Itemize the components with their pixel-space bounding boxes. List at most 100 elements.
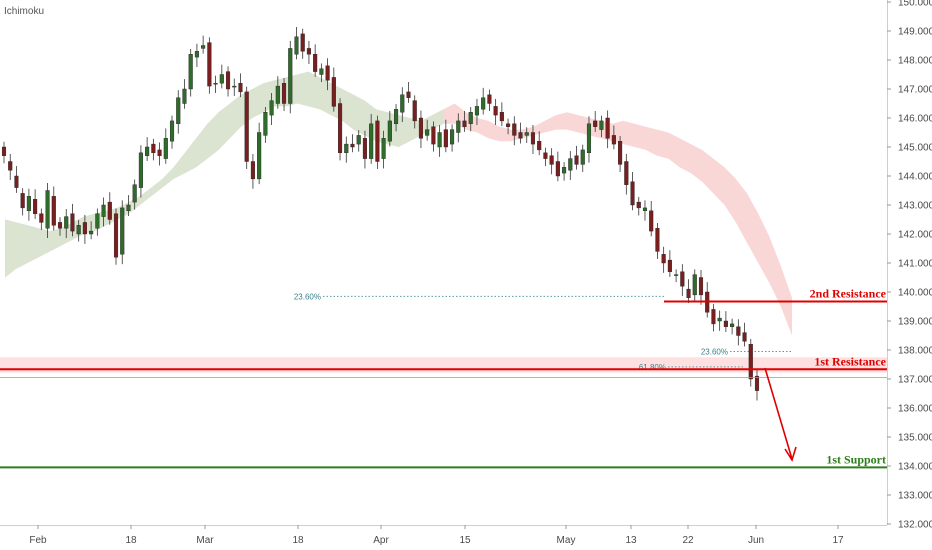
candle-body[interactable] — [26, 196, 31, 212]
candle-body[interactable] — [362, 138, 367, 159]
candle-body[interactable] — [39, 213, 44, 223]
candle-body[interactable] — [493, 106, 498, 116]
candle-body[interactable] — [57, 222, 63, 229]
candle-body[interactable] — [337, 103, 343, 153]
candle-body[interactable] — [14, 175, 19, 188]
candle-body[interactable] — [325, 65, 330, 81]
candle-body[interactable] — [45, 190, 50, 229]
candle-body[interactable] — [344, 143, 349, 154]
candle-body[interactable] — [219, 74, 224, 84]
candle-body[interactable] — [468, 111, 473, 124]
candle-body[interactable] — [157, 149, 162, 156]
candle-body[interactable] — [275, 85, 280, 104]
time-axis-panel[interactable] — [0, 525, 932, 550]
candle-body[interactable] — [605, 117, 610, 139]
candle-body[interactable] — [288, 48, 293, 104]
candle-body[interactable] — [51, 196, 56, 226]
candlestick-series[interactable] — [1, 26, 760, 401]
candle-body[interactable] — [269, 100, 274, 116]
candle-body[interactable] — [593, 120, 598, 127]
candle-body[interactable] — [176, 97, 181, 124]
candle-body[interactable] — [655, 227, 660, 252]
candle-body[interactable] — [400, 94, 405, 113]
candle-body[interactable] — [201, 45, 206, 49]
candle-body[interactable] — [356, 135, 361, 145]
candle-body[interactable] — [462, 120, 467, 127]
candle-body[interactable] — [313, 54, 318, 72]
candle-body[interactable] — [132, 184, 137, 203]
candle-body[interactable] — [649, 210, 654, 232]
candle-body[interactable] — [630, 181, 635, 206]
candle-body[interactable] — [624, 161, 629, 185]
candle-body[interactable] — [580, 149, 585, 165]
candle-body[interactable] — [730, 323, 735, 327]
candle-body[interactable] — [474, 106, 480, 116]
candle-body[interactable] — [120, 207, 125, 255]
candle-body[interactable] — [238, 82, 243, 93]
candle-body[interactable] — [138, 152, 143, 188]
candle-body[interactable] — [1, 146, 7, 156]
candle-body[interactable] — [406, 91, 411, 98]
candle-body[interactable] — [375, 120, 380, 162]
candle-body[interactable] — [412, 100, 417, 122]
candle-body[interactable] — [748, 344, 753, 380]
candle-body[interactable] — [518, 132, 523, 139]
candle-body[interactable] — [549, 155, 554, 165]
candle-body[interactable] — [194, 51, 199, 58]
price-axis-panel[interactable] — [887, 0, 932, 550]
candle-body[interactable] — [89, 230, 94, 235]
candle-body[interactable] — [524, 132, 529, 136]
candle-body[interactable] — [113, 213, 119, 258]
candle-body[interactable] — [8, 161, 13, 171]
candle-body[interactable] — [394, 109, 399, 125]
candle-body[interactable] — [263, 111, 268, 136]
candle-body[interactable] — [188, 54, 193, 90]
candle-body[interactable] — [698, 277, 704, 296]
candle-body[interactable] — [543, 152, 548, 159]
candle-body[interactable] — [169, 120, 175, 142]
candle-body[interactable] — [506, 123, 511, 127]
candle-body[interactable] — [101, 204, 106, 217]
candle-body[interactable] — [70, 213, 75, 232]
candle-body[interactable] — [686, 288, 691, 299]
candle-body[interactable] — [692, 274, 697, 296]
candle-body[interactable] — [257, 132, 262, 180]
candle-body[interactable] — [306, 48, 311, 55]
candle-body[interactable] — [530, 132, 536, 145]
candle-body[interactable] — [499, 111, 504, 122]
candle-body[interactable] — [443, 129, 448, 148]
candle-body[interactable] — [717, 317, 722, 322]
candle-body[interactable] — [611, 135, 616, 145]
candle-body[interactable] — [711, 309, 716, 325]
candle-body[interactable] — [350, 143, 355, 148]
candle-body[interactable] — [636, 201, 641, 209]
candle-body[interactable] — [736, 326, 741, 336]
candle-body[interactable] — [680, 271, 685, 287]
candle-body[interactable] — [425, 129, 430, 136]
candle-body[interactable] — [487, 94, 492, 104]
candle-body[interactable] — [281, 82, 287, 104]
candle-body[interactable] — [151, 143, 156, 154]
candle-body[interactable] — [163, 138, 168, 159]
candle-body[interactable] — [95, 213, 100, 229]
candle-body[interactable] — [182, 88, 187, 104]
candle-body[interactable] — [232, 85, 237, 88]
candle-body[interactable] — [742, 332, 747, 342]
candle-body[interactable] — [574, 155, 579, 165]
candle-body[interactable] — [244, 91, 249, 162]
candle-body[interactable] — [33, 198, 38, 214]
candle-body[interactable] — [437, 132, 442, 148]
candle-body[interactable] — [481, 97, 486, 110]
candle-body[interactable] — [754, 375, 760, 391]
candle-body[interactable] — [213, 82, 218, 85]
candle-body[interactable] — [76, 225, 81, 235]
candle-body[interactable] — [82, 222, 87, 235]
candle-body[interactable] — [418, 117, 424, 139]
candle-body[interactable] — [225, 71, 231, 90]
candle-body[interactable] — [667, 259, 672, 272]
candle-body[interactable] — [661, 254, 666, 264]
candle-body[interactable] — [431, 126, 436, 145]
candle-body[interactable] — [319, 68, 324, 75]
